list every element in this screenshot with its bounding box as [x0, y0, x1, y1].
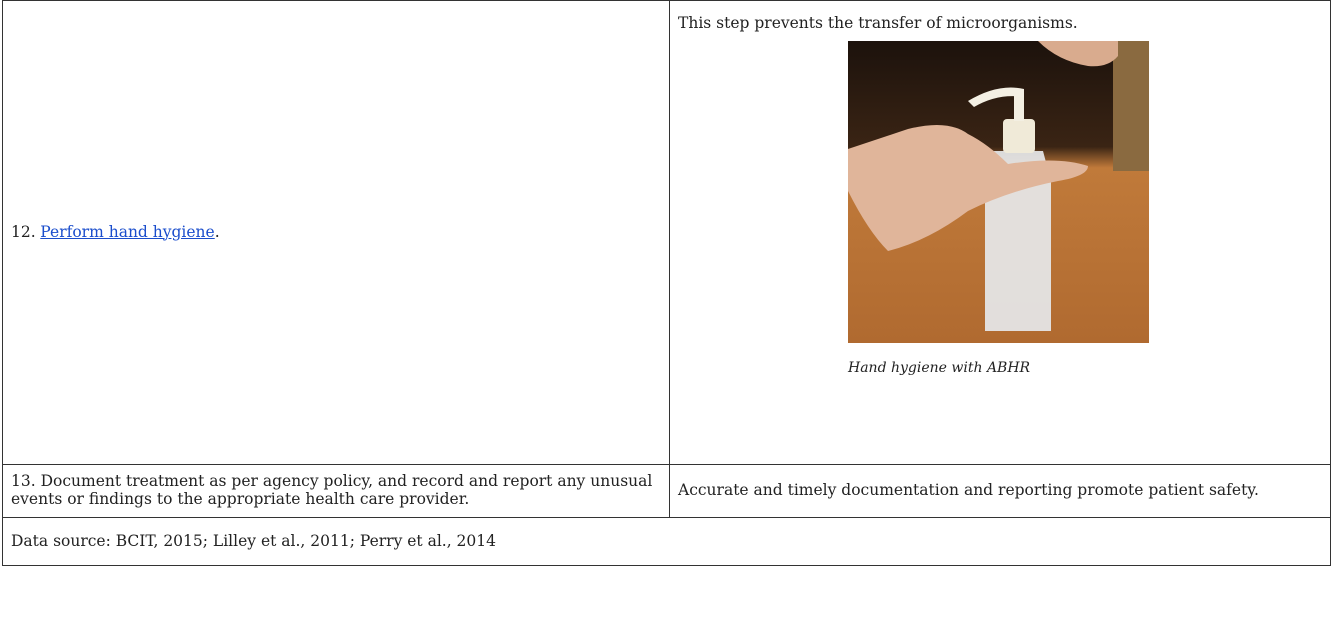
procedure-table: 12. Perform hand hygiene. This step preve…	[2, 0, 1331, 566]
step-link[interactable]: Perform hand hygiene	[40, 222, 215, 241]
step-number: 12.	[11, 222, 36, 241]
rationale-text: This step prevents the transfer of micro…	[678, 14, 1078, 32]
table-row: 13. Document treatment as per agency pol…	[2, 464, 1331, 518]
step-cell: 12. Perform hand hygiene.	[2, 0, 670, 465]
step-cell: 13. Document treatment as per agency pol…	[2, 464, 670, 518]
rationale-cell: This step prevents the transfer of micro…	[669, 0, 1331, 465]
table-row: 12. Perform hand hygiene. This step preve…	[2, 0, 1331, 465]
figure: Hand hygiene with ABHR	[848, 40, 1158, 376]
table-footer-row: Data source: BCIT, 2015; Lilley et al., …	[2, 517, 1331, 566]
data-source: Data source: BCIT, 2015; Lilley et al., …	[2, 517, 1331, 566]
hand-hygiene-photo	[848, 40, 1149, 343]
step-suffix: .	[214, 222, 220, 241]
rationale-cell: Accurate and timely documentation and re…	[669, 464, 1331, 518]
figure-caption: Hand hygiene with ABHR	[848, 359, 1031, 376]
